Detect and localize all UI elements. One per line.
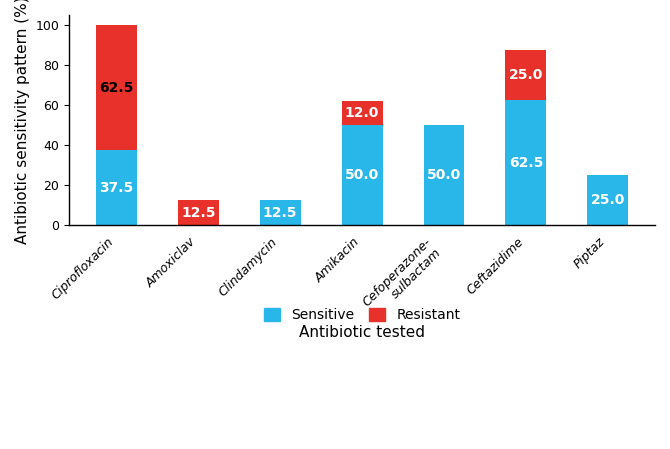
Bar: [342, 125, 383, 225]
Text: 62.5: 62.5: [509, 156, 543, 170]
Bar: [588, 175, 628, 225]
Y-axis label: Antibiotic sensitivity pattern (%): Antibiotic sensitivity pattern (%): [15, 0, 30, 244]
Text: 25.0: 25.0: [509, 68, 543, 82]
Legend: Sensitive, Resistant: Sensitive, Resistant: [258, 303, 466, 328]
Text: 37.5: 37.5: [99, 180, 133, 195]
Text: 12.0: 12.0: [345, 106, 379, 120]
Text: 50.0: 50.0: [427, 168, 461, 182]
Bar: [96, 150, 137, 225]
Bar: [423, 125, 464, 225]
Bar: [96, 25, 137, 150]
Text: 62.5: 62.5: [99, 80, 133, 95]
Text: 12.5: 12.5: [181, 206, 216, 220]
Bar: [342, 101, 383, 125]
Text: 12.5: 12.5: [263, 206, 297, 220]
Bar: [260, 200, 301, 225]
Text: 25.0: 25.0: [591, 193, 625, 207]
Bar: [178, 200, 218, 225]
Bar: [505, 100, 547, 225]
Bar: [505, 50, 547, 100]
Text: 50.0: 50.0: [345, 168, 379, 182]
X-axis label: Antibiotic tested: Antibiotic tested: [299, 325, 425, 340]
